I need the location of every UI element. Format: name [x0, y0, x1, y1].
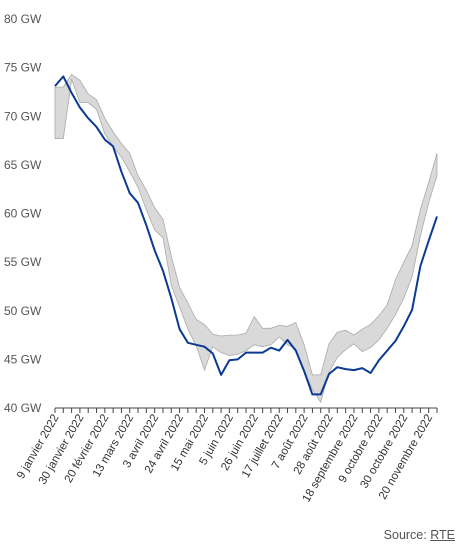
range-band [54, 73, 438, 404]
y-tick-label: 80 GW [4, 12, 42, 26]
y-tick-label: 40 GW [4, 401, 42, 415]
y-tick-label: 70 GW [4, 109, 42, 123]
y-tick-label: 50 GW [4, 304, 42, 318]
source-link[interactable]: RTE [430, 528, 455, 542]
y-tick-label: 55 GW [4, 255, 42, 269]
y-tick-label: 45 GW [4, 352, 42, 366]
y-tick-label: 65 GW [4, 158, 42, 172]
source-note: Source: RTE [384, 528, 455, 542]
y-axis: 40 GW 45 GW 50 GW 55 GW 60 GW 65 GW 70 GW 75 GW… [4, 12, 42, 415]
series-line [54, 75, 438, 396]
y-tick-label: 60 GW [4, 207, 42, 221]
source-label: Source: [383, 528, 431, 542]
y-tick-label: 75 GW [4, 61, 42, 75]
